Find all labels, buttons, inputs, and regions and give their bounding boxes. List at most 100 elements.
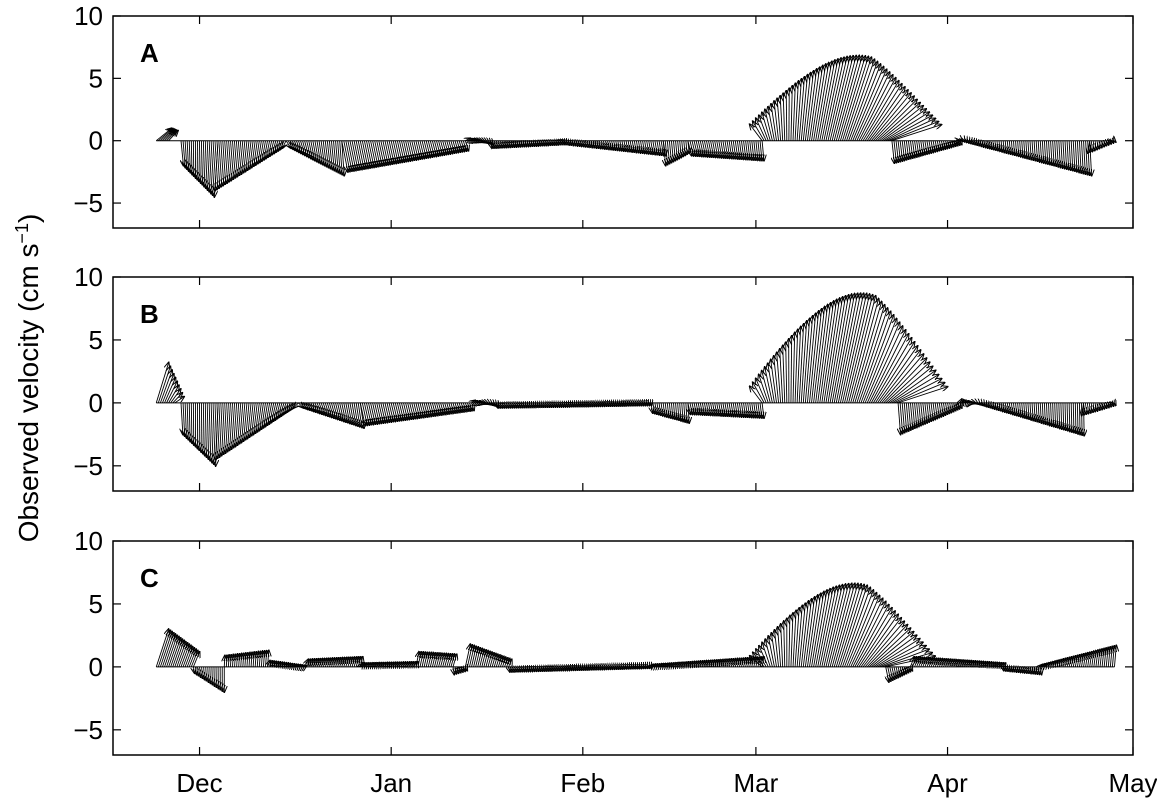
panel-b-velocity-stick <box>754 402 756 418</box>
panel-b-velocity-stick <box>935 402 937 419</box>
panel-c-velocity-stick <box>748 658 750 667</box>
panel-c-velocity-stick <box>251 652 252 667</box>
panel-c-velocity-stick <box>735 659 737 667</box>
panel-b-velocity-stick <box>1022 402 1023 417</box>
panel-a-velocity-stick <box>610 140 611 150</box>
panel-c-velocity-stick <box>515 667 516 672</box>
panel-c-velocity-stick <box>1003 667 1004 671</box>
panel-b-velocity-stick <box>218 402 221 458</box>
panel-a-velocity-stick <box>1063 140 1065 169</box>
panel-b-velocity-stick <box>382 402 387 423</box>
panel-a-velocity-stick <box>206 140 208 188</box>
panel-c-velocity-stick <box>513 667 514 672</box>
panel-c-velocity-stick <box>204 666 205 680</box>
panel-a-velocity-stick <box>983 141 984 147</box>
panel-a-velocity-stick <box>864 84 902 141</box>
panel-c-velocity-stick <box>860 614 898 668</box>
panel-a-y-tick-label: 5 <box>89 63 103 93</box>
panel-b-velocity-stick <box>228 402 231 452</box>
panel-a-velocity-stick <box>815 63 829 141</box>
panel-c-velocity-stick <box>744 658 746 667</box>
panel-b-velocity-stick <box>943 402 945 415</box>
panel-b-velocity-stick <box>731 402 733 417</box>
panel-b-velocity-stick <box>527 403 529 408</box>
panel-a-velocity-stick <box>856 72 890 141</box>
panel-c-velocity-stick <box>883 653 932 668</box>
panel-b-velocity-stick <box>777 352 782 403</box>
panel-a-label: A <box>140 38 159 68</box>
panel-c-velocity-stick <box>837 585 864 668</box>
panel-b-velocity-stick <box>796 327 801 403</box>
panel-a-velocity-stick <box>964 141 965 142</box>
panel-c-velocity-stick <box>307 659 311 668</box>
panel-a-velocity-stick <box>191 140 192 175</box>
panel-b-velocity-stick <box>989 403 991 408</box>
panel-a-velocity-stick <box>866 87 905 141</box>
panel-a-velocity-stick <box>1011 140 1012 155</box>
panel-a-velocity-stick <box>1075 140 1077 172</box>
panel-b-velocity-stick <box>844 294 870 403</box>
panel-b-velocity-stick <box>927 402 929 422</box>
panel-b-velocity-stick <box>515 403 517 408</box>
panel-c-velocity-stick <box>554 667 555 671</box>
panel-a-velocity-stick <box>943 140 945 149</box>
panel-c-velocity-stick <box>230 655 231 667</box>
panel-a-velocity-stick <box>835 56 859 141</box>
panel-b-y-tick-label: −5 <box>73 451 103 481</box>
panel-b-velocity-stick <box>752 402 754 418</box>
panel-b-velocity-stick <box>593 403 594 406</box>
x-tick-label: Apr <box>927 768 968 798</box>
panel-c-velocity-stick <box>781 624 783 667</box>
panel-c-velocity-stick <box>182 645 191 668</box>
panel-b-velocity-stick <box>680 402 681 421</box>
panel-c-velocity-stick <box>879 646 926 668</box>
panel-a-velocity-stick <box>266 140 270 159</box>
panel-b-velocity-stick <box>191 402 192 443</box>
panel-c-velocity-stick <box>791 613 793 667</box>
panel-a-velocity-stick <box>919 140 921 156</box>
panel-b-velocity-stick <box>405 402 410 420</box>
panel-b-velocity-stick <box>260 402 264 431</box>
panel-b-velocity-stick <box>917 402 919 427</box>
panel-c-velocity-stick <box>902 666 904 675</box>
panel-b-velocity-stick <box>183 402 185 436</box>
panel-a-velocity-stick <box>199 140 200 182</box>
panel-c-velocity-stick <box>412 662 414 667</box>
panel-c-velocity-stick <box>286 663 288 667</box>
panel-a-velocity-stick <box>794 81 798 141</box>
panel-b-velocity-stick <box>991 403 993 408</box>
panel-a-velocity-stick <box>671 140 673 162</box>
panel-a-velocity-stick <box>548 141 549 146</box>
panel-c-velocity-stick <box>854 605 889 668</box>
panel-b-y-tick-label: 10 <box>74 262 103 292</box>
panel-c-velocity-stick <box>284 663 286 667</box>
panel-c-velocity-stick <box>257 652 258 667</box>
panel-c-velocity-stick <box>739 658 741 667</box>
panel-b-velocity-stick <box>1009 402 1010 414</box>
panel-b-velocity-stick <box>589 403 590 407</box>
panel-b-velocity-stick <box>509 403 511 408</box>
panel-b-velocity-stick <box>661 402 663 416</box>
panel-a-y-tick-label: 0 <box>89 126 103 156</box>
panel-c-velocity-stick <box>850 599 883 668</box>
panel-b-velocity-stick <box>952 402 954 412</box>
panel-b-velocity-stick <box>1057 402 1058 428</box>
panel-b-velocity-stick <box>1018 402 1019 416</box>
panel-c-velocity-stick <box>1013 667 1014 672</box>
panel-a-velocity-stick <box>1057 140 1059 167</box>
panel-a-velocity-stick <box>862 81 899 141</box>
panel-c-velocity-stick <box>479 649 484 667</box>
panel-a-velocity-stick <box>517 141 518 147</box>
panel-c-velocity-stick <box>910 667 912 671</box>
panel-b-velocity-stick <box>216 402 218 460</box>
panel-c-velocity-stick <box>529 667 530 671</box>
panel-b-velocity-stick <box>384 402 389 422</box>
panel-c-velocity-stick <box>192 652 199 668</box>
panel-a-velocity-stick <box>219 140 223 188</box>
panel-c-velocity-stick <box>713 660 715 668</box>
panel-c-velocity-stick <box>1011 667 1012 672</box>
panel-a-velocity-stick <box>978 141 979 146</box>
panel-b-velocity-stick <box>756 402 758 418</box>
panel-a-velocity-stick <box>966 141 967 143</box>
